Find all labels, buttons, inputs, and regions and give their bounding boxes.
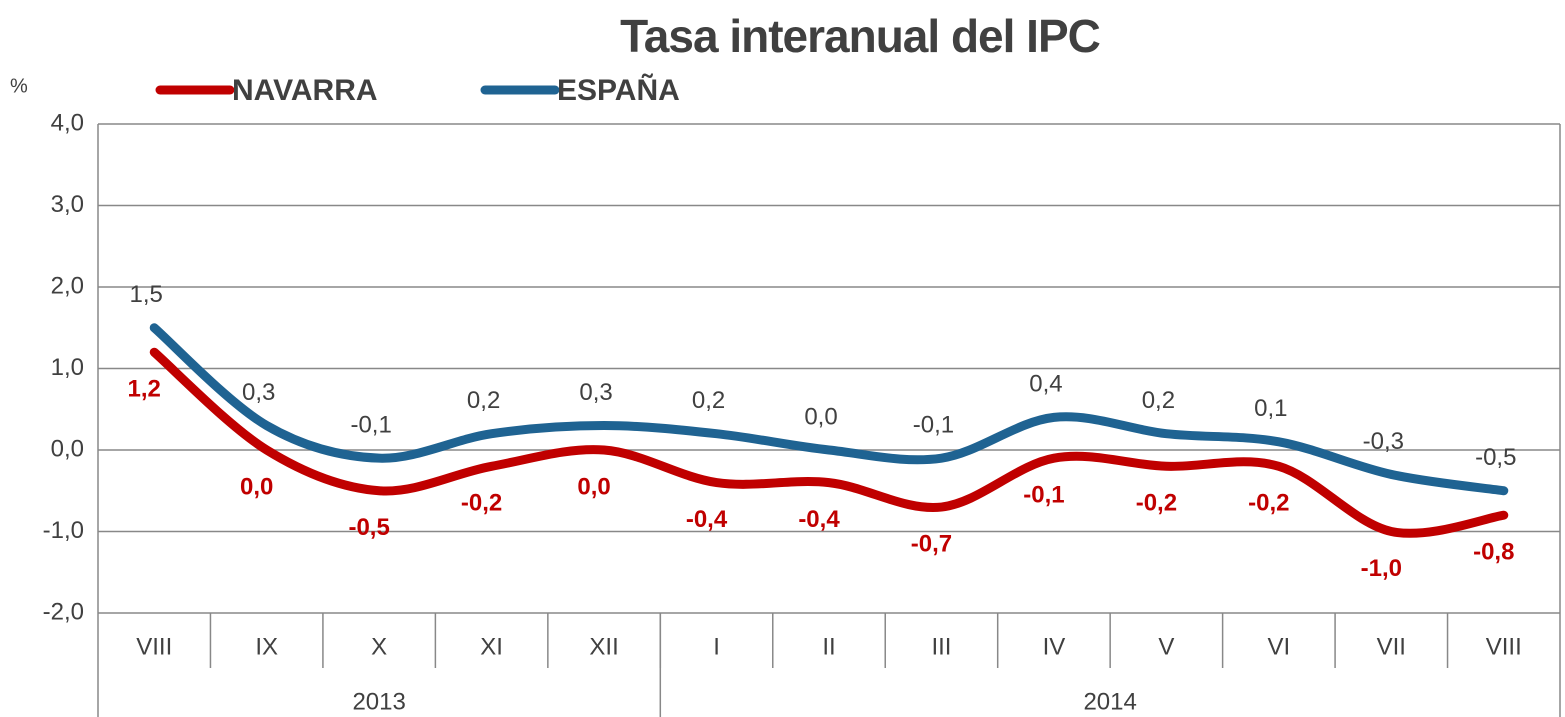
data-label: -0,7 xyxy=(911,530,952,557)
x-tick-label: VIII xyxy=(1486,633,1522,660)
x-group-label: 2014 xyxy=(1083,688,1136,715)
x-tick-label: VI xyxy=(1268,633,1291,660)
y-tick-label: -1,0 xyxy=(43,517,84,544)
x-tick-label: VII xyxy=(1377,633,1406,660)
data-label: 1,2 xyxy=(128,376,161,403)
y-tick-label: 3,0 xyxy=(51,191,84,218)
x-tick-label: IX xyxy=(255,633,278,660)
x-tick-label: III xyxy=(931,633,951,660)
x-tick-label: I xyxy=(713,633,720,660)
chart-title: Tasa interanual del IPC xyxy=(620,10,1100,62)
data-label: 0,2 xyxy=(1142,387,1175,414)
data-label: 0,0 xyxy=(804,403,837,430)
x-tick-label: XI xyxy=(480,633,503,660)
data-label: 0,2 xyxy=(692,387,725,414)
data-label: -0,1 xyxy=(350,411,391,438)
data-label: -0,1 xyxy=(913,411,954,438)
legend-label: ESPAÑA xyxy=(557,73,680,107)
series-line xyxy=(149,347,1509,538)
data-label: -0,5 xyxy=(348,514,389,541)
legend-label: NAVARRA xyxy=(232,74,378,107)
y-tick-label: 0,0 xyxy=(51,435,84,462)
data-label: -0,2 xyxy=(1248,490,1289,517)
data-label: 0,0 xyxy=(240,473,273,500)
x-tick-label: XII xyxy=(589,633,618,660)
data-label: 0,3 xyxy=(242,379,275,406)
data-label: -0,3 xyxy=(1363,428,1404,455)
y-tick-label: 1,0 xyxy=(51,354,84,381)
x-tick-label: IV xyxy=(1043,633,1066,660)
data-label: 0,3 xyxy=(579,379,612,406)
data-label: -0,4 xyxy=(798,506,840,533)
data-label: -0,5 xyxy=(1475,444,1516,471)
data-label: 0,1 xyxy=(1254,395,1287,422)
x-tick-label: VIII xyxy=(136,633,172,660)
data-label: -0,8 xyxy=(1473,539,1514,566)
y-tick-label: 4,0 xyxy=(51,109,84,136)
data-label: -0,2 xyxy=(461,490,502,517)
x-group-label: 2013 xyxy=(352,688,405,715)
data-label: -0,4 xyxy=(686,506,728,533)
x-tick-label: X xyxy=(371,633,387,660)
data-label: 0,0 xyxy=(577,473,610,500)
y-axis-label: % xyxy=(10,75,28,97)
series-line xyxy=(149,323,1509,496)
data-label: -1,0 xyxy=(1361,555,1402,582)
data-label: -0,2 xyxy=(1136,490,1177,517)
x-tick-label: II xyxy=(822,633,835,660)
data-label: 0,2 xyxy=(467,387,500,414)
data-label: 0,4 xyxy=(1029,371,1062,398)
data-label: 1,5 xyxy=(130,281,163,308)
y-tick-label: -2,0 xyxy=(43,598,84,625)
data-label: -0,1 xyxy=(1023,481,1064,508)
x-tick-label: V xyxy=(1158,633,1174,660)
y-tick-label: 2,0 xyxy=(51,272,84,299)
